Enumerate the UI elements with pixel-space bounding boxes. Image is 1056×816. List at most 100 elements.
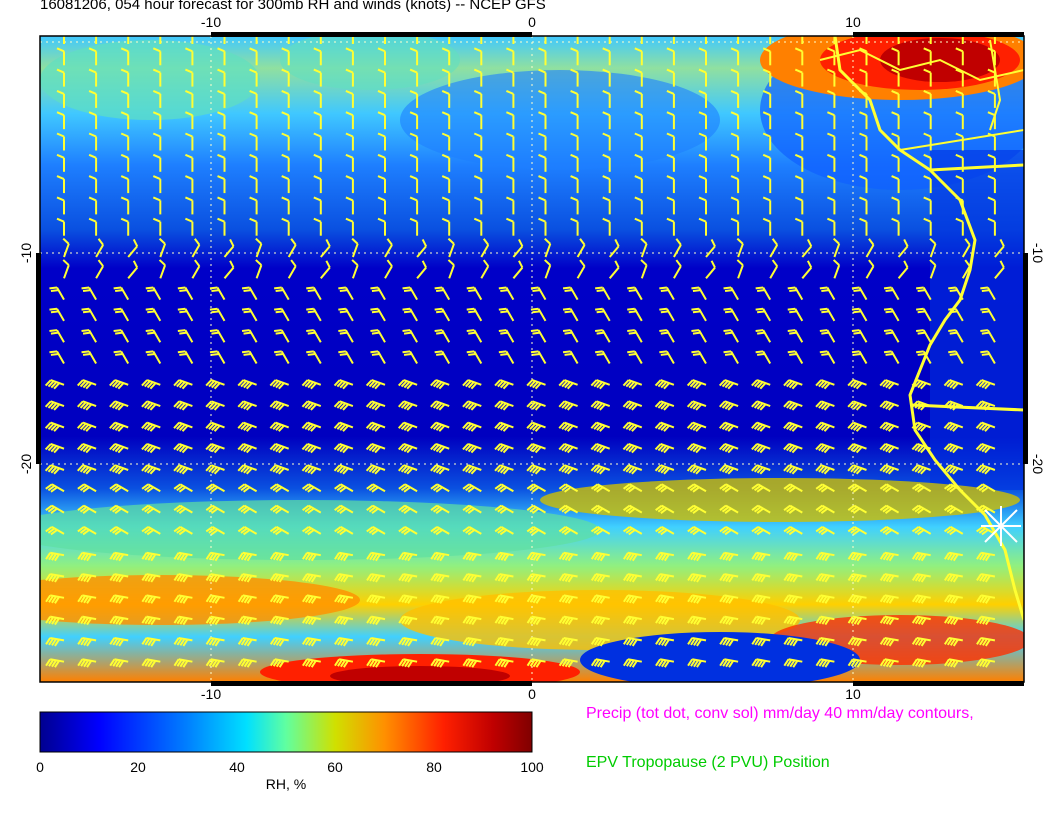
wind-barb (916, 329, 932, 343)
wind-barb (879, 615, 899, 626)
wind-barb (281, 111, 290, 130)
wind-barb (441, 153, 451, 172)
x-tick-bottom-3: 10 (845, 686, 861, 700)
graticule (40, 36, 1024, 682)
wind-barb (120, 132, 130, 151)
wind-barb (859, 217, 868, 236)
wind-barb (602, 89, 611, 108)
wind-barb (269, 442, 290, 454)
wind-barb (237, 464, 257, 475)
wind-barb (217, 111, 226, 130)
wind-barb (506, 68, 515, 87)
wind-barb (622, 504, 643, 514)
x-tick-top-1: -10 (201, 14, 221, 30)
wind-barb (237, 594, 257, 604)
wind-barb (313, 47, 322, 66)
wind-barb (783, 573, 803, 583)
wind-barb (719, 615, 739, 626)
wind-barb (466, 307, 483, 322)
wind-barb (976, 636, 996, 647)
wind-barb (976, 573, 996, 583)
wind-barb (686, 379, 707, 390)
wind-barb (538, 68, 547, 87)
wind-barb (655, 594, 675, 604)
wind-barb (269, 400, 290, 411)
wind-barb (590, 636, 610, 647)
wind-barb (127, 239, 139, 258)
wind-barb (623, 573, 642, 583)
wind-barb (558, 551, 578, 562)
wind-barb (794, 111, 804, 130)
wind-barb (333, 379, 354, 390)
wind-barb (223, 239, 235, 258)
wind-barb (512, 239, 524, 258)
wind-barb (879, 594, 899, 604)
wind-barb (441, 89, 451, 108)
wind-barb (666, 89, 675, 108)
wind-barb (730, 89, 740, 108)
wind-barb (409, 153, 419, 172)
x-tick-top-2: 0 (528, 14, 536, 30)
wind-barb (255, 237, 263, 258)
wind-barb (473, 47, 483, 66)
wind-barb (847, 464, 867, 475)
wind-barb (879, 504, 900, 514)
wind-barb (185, 196, 194, 215)
wind-barb (441, 47, 451, 66)
wind-barb (217, 68, 226, 87)
wind-barb (152, 111, 162, 130)
wind-barb (269, 379, 290, 390)
wind-barb (627, 329, 643, 343)
wind-barb (751, 379, 771, 390)
wind-barb (923, 153, 932, 172)
wind-barb (441, 175, 451, 194)
wind-barb (608, 260, 620, 279)
wind-barb (847, 379, 867, 390)
wind-barb (762, 196, 772, 215)
wind-barb (879, 526, 900, 536)
wind-barb (377, 111, 386, 130)
wind-barb (655, 483, 675, 493)
wind-barb (345, 68, 354, 87)
wind-barb (851, 350, 868, 364)
wind-barb (815, 483, 835, 493)
wind-barb (640, 36, 643, 44)
wind-barb (691, 307, 707, 322)
wind-barb (402, 286, 418, 301)
wind-barb (879, 400, 899, 411)
wind-barb (249, 217, 258, 236)
wind-barb (365, 379, 386, 390)
wind-barb (205, 464, 225, 475)
wind-barb (980, 307, 996, 322)
wind-barb (141, 573, 161, 583)
wind-barb (659, 307, 675, 322)
wind-barb (141, 526, 161, 536)
wind-barb (306, 307, 322, 322)
wind-barb (538, 196, 547, 215)
wind-barb (719, 483, 739, 493)
wind-barb (751, 551, 771, 562)
wind-barb (794, 68, 804, 87)
wind-barb (819, 350, 836, 364)
wind-barb (787, 350, 804, 364)
wind-barb (45, 636, 65, 647)
wind-barb (851, 286, 868, 301)
wind-barb (769, 259, 779, 279)
wind-barb (576, 238, 586, 258)
wind-barb (686, 464, 707, 475)
wind-barb (923, 89, 932, 108)
wind-barb (976, 658, 996, 668)
wind-barb (334, 526, 354, 536)
wind-barb (209, 329, 226, 343)
wind-barb (173, 483, 193, 493)
wind-barb (56, 89, 65, 108)
wind-barb (794, 132, 804, 151)
wind-barb (654, 442, 675, 454)
wind-barb (955, 68, 964, 87)
x-tick-bottom-1: -10 (201, 686, 221, 700)
wind-barb (590, 573, 610, 583)
wind-barb (462, 504, 482, 514)
wind-barb (686, 421, 707, 432)
wind-barb (173, 594, 193, 604)
wind-barb (409, 217, 419, 236)
